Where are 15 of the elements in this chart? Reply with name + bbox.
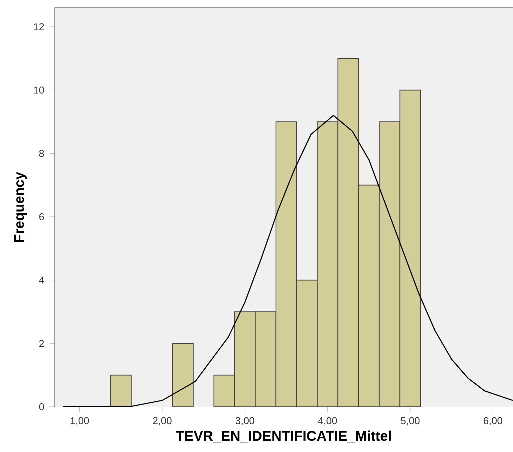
y-tick-label: 6 <box>40 213 44 221</box>
x-axis-title: TEVR_EN_IDENTIFICATIE_Mittel <box>176 430 392 443</box>
y-tick-label: 4 <box>39 276 44 284</box>
y-tick-label: 8 <box>39 150 44 158</box>
x-tick-label: 3,00 <box>236 417 254 426</box>
y-tick-label: 2 <box>40 340 44 348</box>
x-tick-label: 4,00 <box>318 417 338 426</box>
y-axis-title: Frequency <box>14 172 27 242</box>
x-tick-label: 5,00 <box>401 417 420 426</box>
x-tick-label: 6,00 <box>484 417 502 426</box>
x-tick-label: 1,00 <box>70 417 90 426</box>
y-tick-label: 0 <box>39 403 44 411</box>
y-tick-label: 12 <box>34 24 44 30</box>
y-tick-label: 10 <box>34 86 44 94</box>
x-tick-label: 2,00 <box>153 417 172 426</box>
